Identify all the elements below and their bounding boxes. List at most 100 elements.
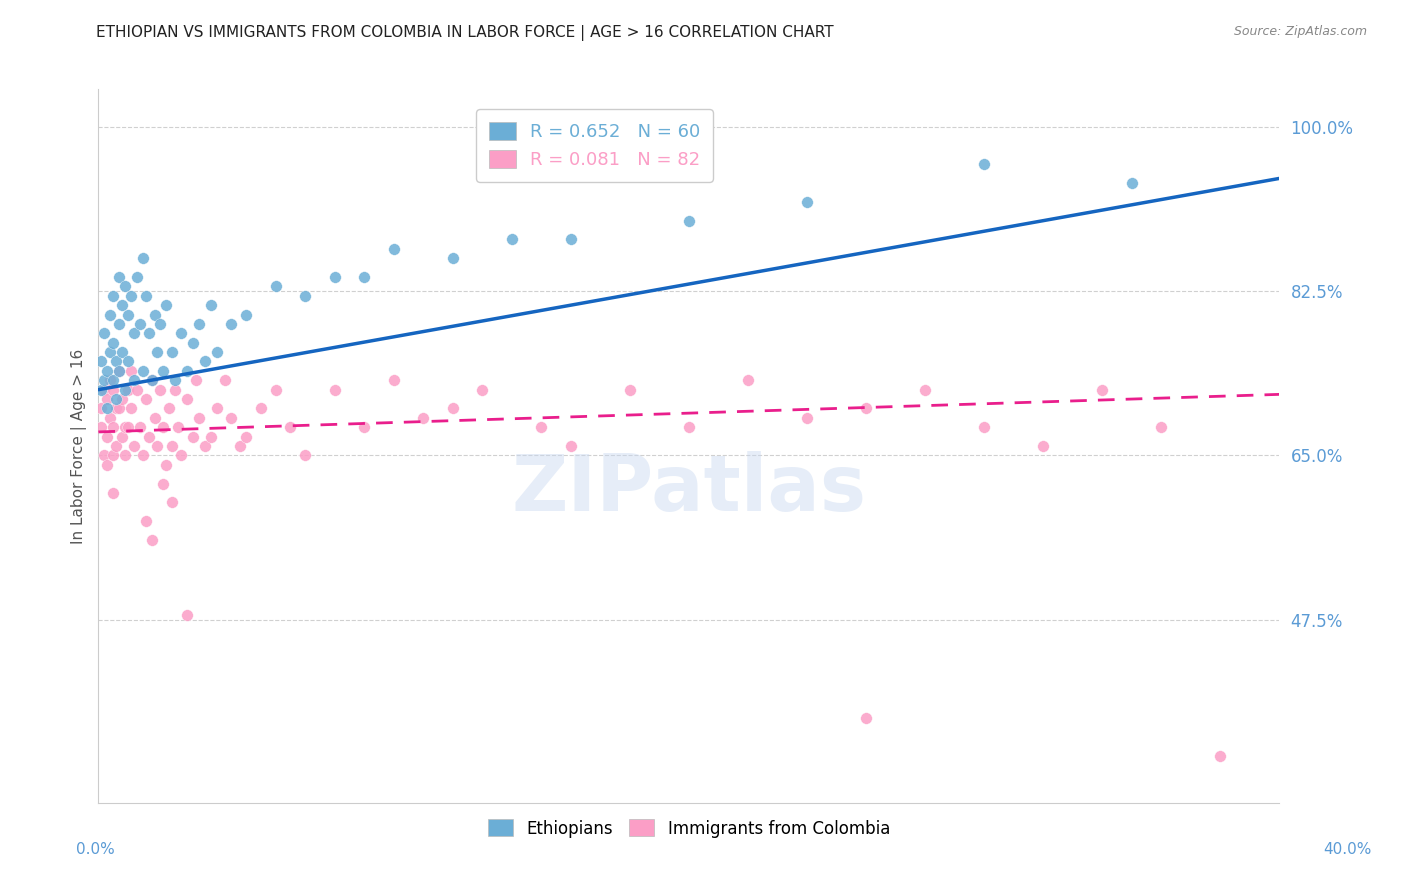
Point bbox=[122, 326, 145, 341]
Point bbox=[98, 373, 121, 387]
Point bbox=[103, 383, 125, 397]
Point bbox=[108, 317, 131, 331]
Point bbox=[96, 429, 118, 443]
Point bbox=[111, 392, 134, 406]
Point bbox=[111, 345, 134, 359]
Point bbox=[120, 364, 142, 378]
Point bbox=[114, 383, 136, 397]
Point bbox=[264, 383, 287, 397]
Point bbox=[90, 401, 112, 416]
Point bbox=[138, 429, 160, 443]
Point bbox=[114, 449, 136, 463]
Point bbox=[973, 420, 995, 434]
Point bbox=[235, 308, 257, 322]
Point bbox=[530, 420, 553, 434]
Point bbox=[176, 607, 198, 622]
Text: 40.0%: 40.0% bbox=[1323, 842, 1371, 856]
Point bbox=[103, 449, 125, 463]
Text: Source: ZipAtlas.com: Source: ZipAtlas.com bbox=[1233, 25, 1367, 38]
Point bbox=[90, 420, 112, 434]
Point bbox=[167, 420, 190, 434]
Point bbox=[560, 232, 582, 246]
Point bbox=[382, 242, 405, 256]
Point bbox=[382, 373, 405, 387]
Point bbox=[165, 373, 187, 387]
Point bbox=[214, 373, 236, 387]
Point bbox=[141, 533, 163, 547]
Point bbox=[280, 420, 302, 434]
Point bbox=[162, 495, 183, 509]
Point bbox=[678, 420, 700, 434]
Point bbox=[221, 410, 243, 425]
Point bbox=[796, 410, 818, 425]
Point bbox=[132, 251, 155, 265]
Point bbox=[105, 354, 128, 368]
Point bbox=[294, 449, 316, 463]
Point bbox=[501, 232, 523, 246]
Point bbox=[143, 308, 166, 322]
Point bbox=[141, 373, 163, 387]
Point bbox=[90, 354, 112, 368]
Point bbox=[141, 373, 163, 387]
Point bbox=[155, 458, 177, 472]
Point bbox=[125, 383, 148, 397]
Point bbox=[93, 373, 115, 387]
Point bbox=[105, 392, 128, 406]
Point bbox=[96, 364, 118, 378]
Point bbox=[111, 298, 134, 312]
Point bbox=[162, 345, 183, 359]
Point bbox=[176, 364, 198, 378]
Point bbox=[117, 308, 139, 322]
Point bbox=[108, 401, 131, 416]
Point bbox=[229, 439, 252, 453]
Point bbox=[108, 270, 131, 285]
Point bbox=[187, 410, 209, 425]
Point bbox=[200, 429, 222, 443]
Point bbox=[128, 317, 150, 331]
Point bbox=[412, 410, 434, 425]
Point bbox=[122, 373, 145, 387]
Point bbox=[152, 476, 174, 491]
Point bbox=[294, 289, 316, 303]
Point bbox=[221, 317, 243, 331]
Point bbox=[194, 354, 217, 368]
Point bbox=[128, 420, 150, 434]
Point bbox=[353, 270, 375, 285]
Point bbox=[181, 335, 204, 350]
Point bbox=[96, 458, 118, 472]
Point bbox=[149, 317, 172, 331]
Point bbox=[194, 439, 217, 453]
Point bbox=[105, 401, 128, 416]
Point bbox=[200, 298, 222, 312]
Point bbox=[103, 335, 125, 350]
Point bbox=[103, 420, 125, 434]
Point bbox=[1150, 420, 1173, 434]
Point bbox=[93, 449, 115, 463]
Point bbox=[323, 270, 346, 285]
Point bbox=[135, 514, 157, 528]
Point bbox=[176, 392, 198, 406]
Point bbox=[152, 364, 174, 378]
Point bbox=[165, 383, 187, 397]
Point bbox=[103, 289, 125, 303]
Point bbox=[1032, 439, 1054, 453]
Point bbox=[170, 326, 193, 341]
Legend: Ethiopians, Immigrants from Colombia: Ethiopians, Immigrants from Colombia bbox=[479, 811, 898, 846]
Point bbox=[441, 251, 464, 265]
Point bbox=[149, 383, 172, 397]
Point bbox=[108, 364, 131, 378]
Point bbox=[250, 401, 273, 416]
Point bbox=[117, 383, 139, 397]
Point bbox=[152, 420, 174, 434]
Point bbox=[155, 298, 177, 312]
Point bbox=[93, 326, 115, 341]
Point bbox=[678, 213, 700, 227]
Point bbox=[235, 429, 257, 443]
Point bbox=[138, 326, 160, 341]
Point bbox=[162, 439, 183, 453]
Point bbox=[146, 345, 169, 359]
Point bbox=[103, 373, 125, 387]
Point bbox=[135, 392, 157, 406]
Point bbox=[181, 429, 204, 443]
Point bbox=[98, 308, 121, 322]
